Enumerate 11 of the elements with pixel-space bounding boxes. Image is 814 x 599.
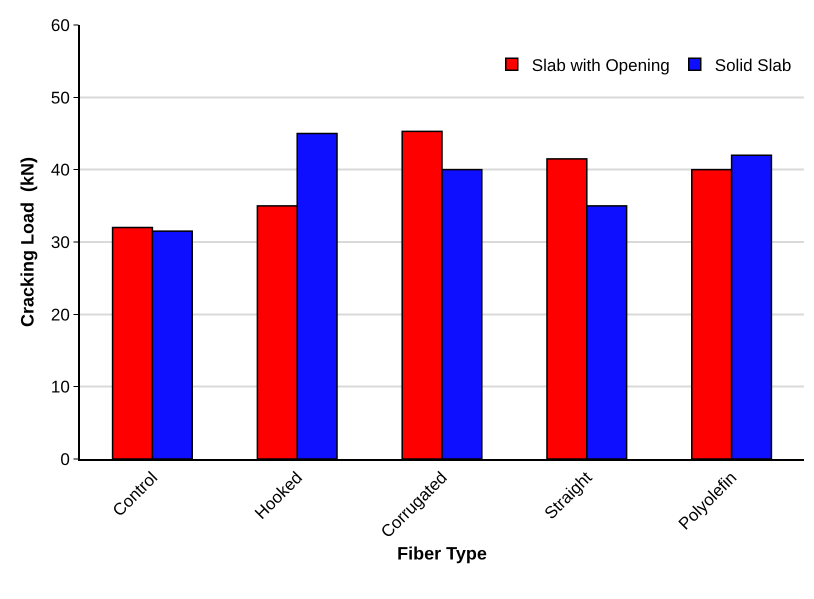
y-axis-title: Cracking Load (kN) <box>18 156 38 328</box>
y-tick-label: 10 <box>50 378 70 397</box>
y-tick-label: 60 <box>50 16 70 35</box>
y-tick-label: 0 <box>60 450 70 469</box>
y-tick-label: 20 <box>50 305 70 324</box>
y-tick-label: 50 <box>50 88 70 108</box>
y-tick-label: 40 <box>50 160 70 180</box>
y-tick-label: 30 <box>50 232 70 252</box>
legend-label: Slab with Opening <box>532 56 670 75</box>
x-axis-title: Fiber Type <box>397 544 487 564</box>
legend-label: Solid Slab <box>714 56 792 75</box>
